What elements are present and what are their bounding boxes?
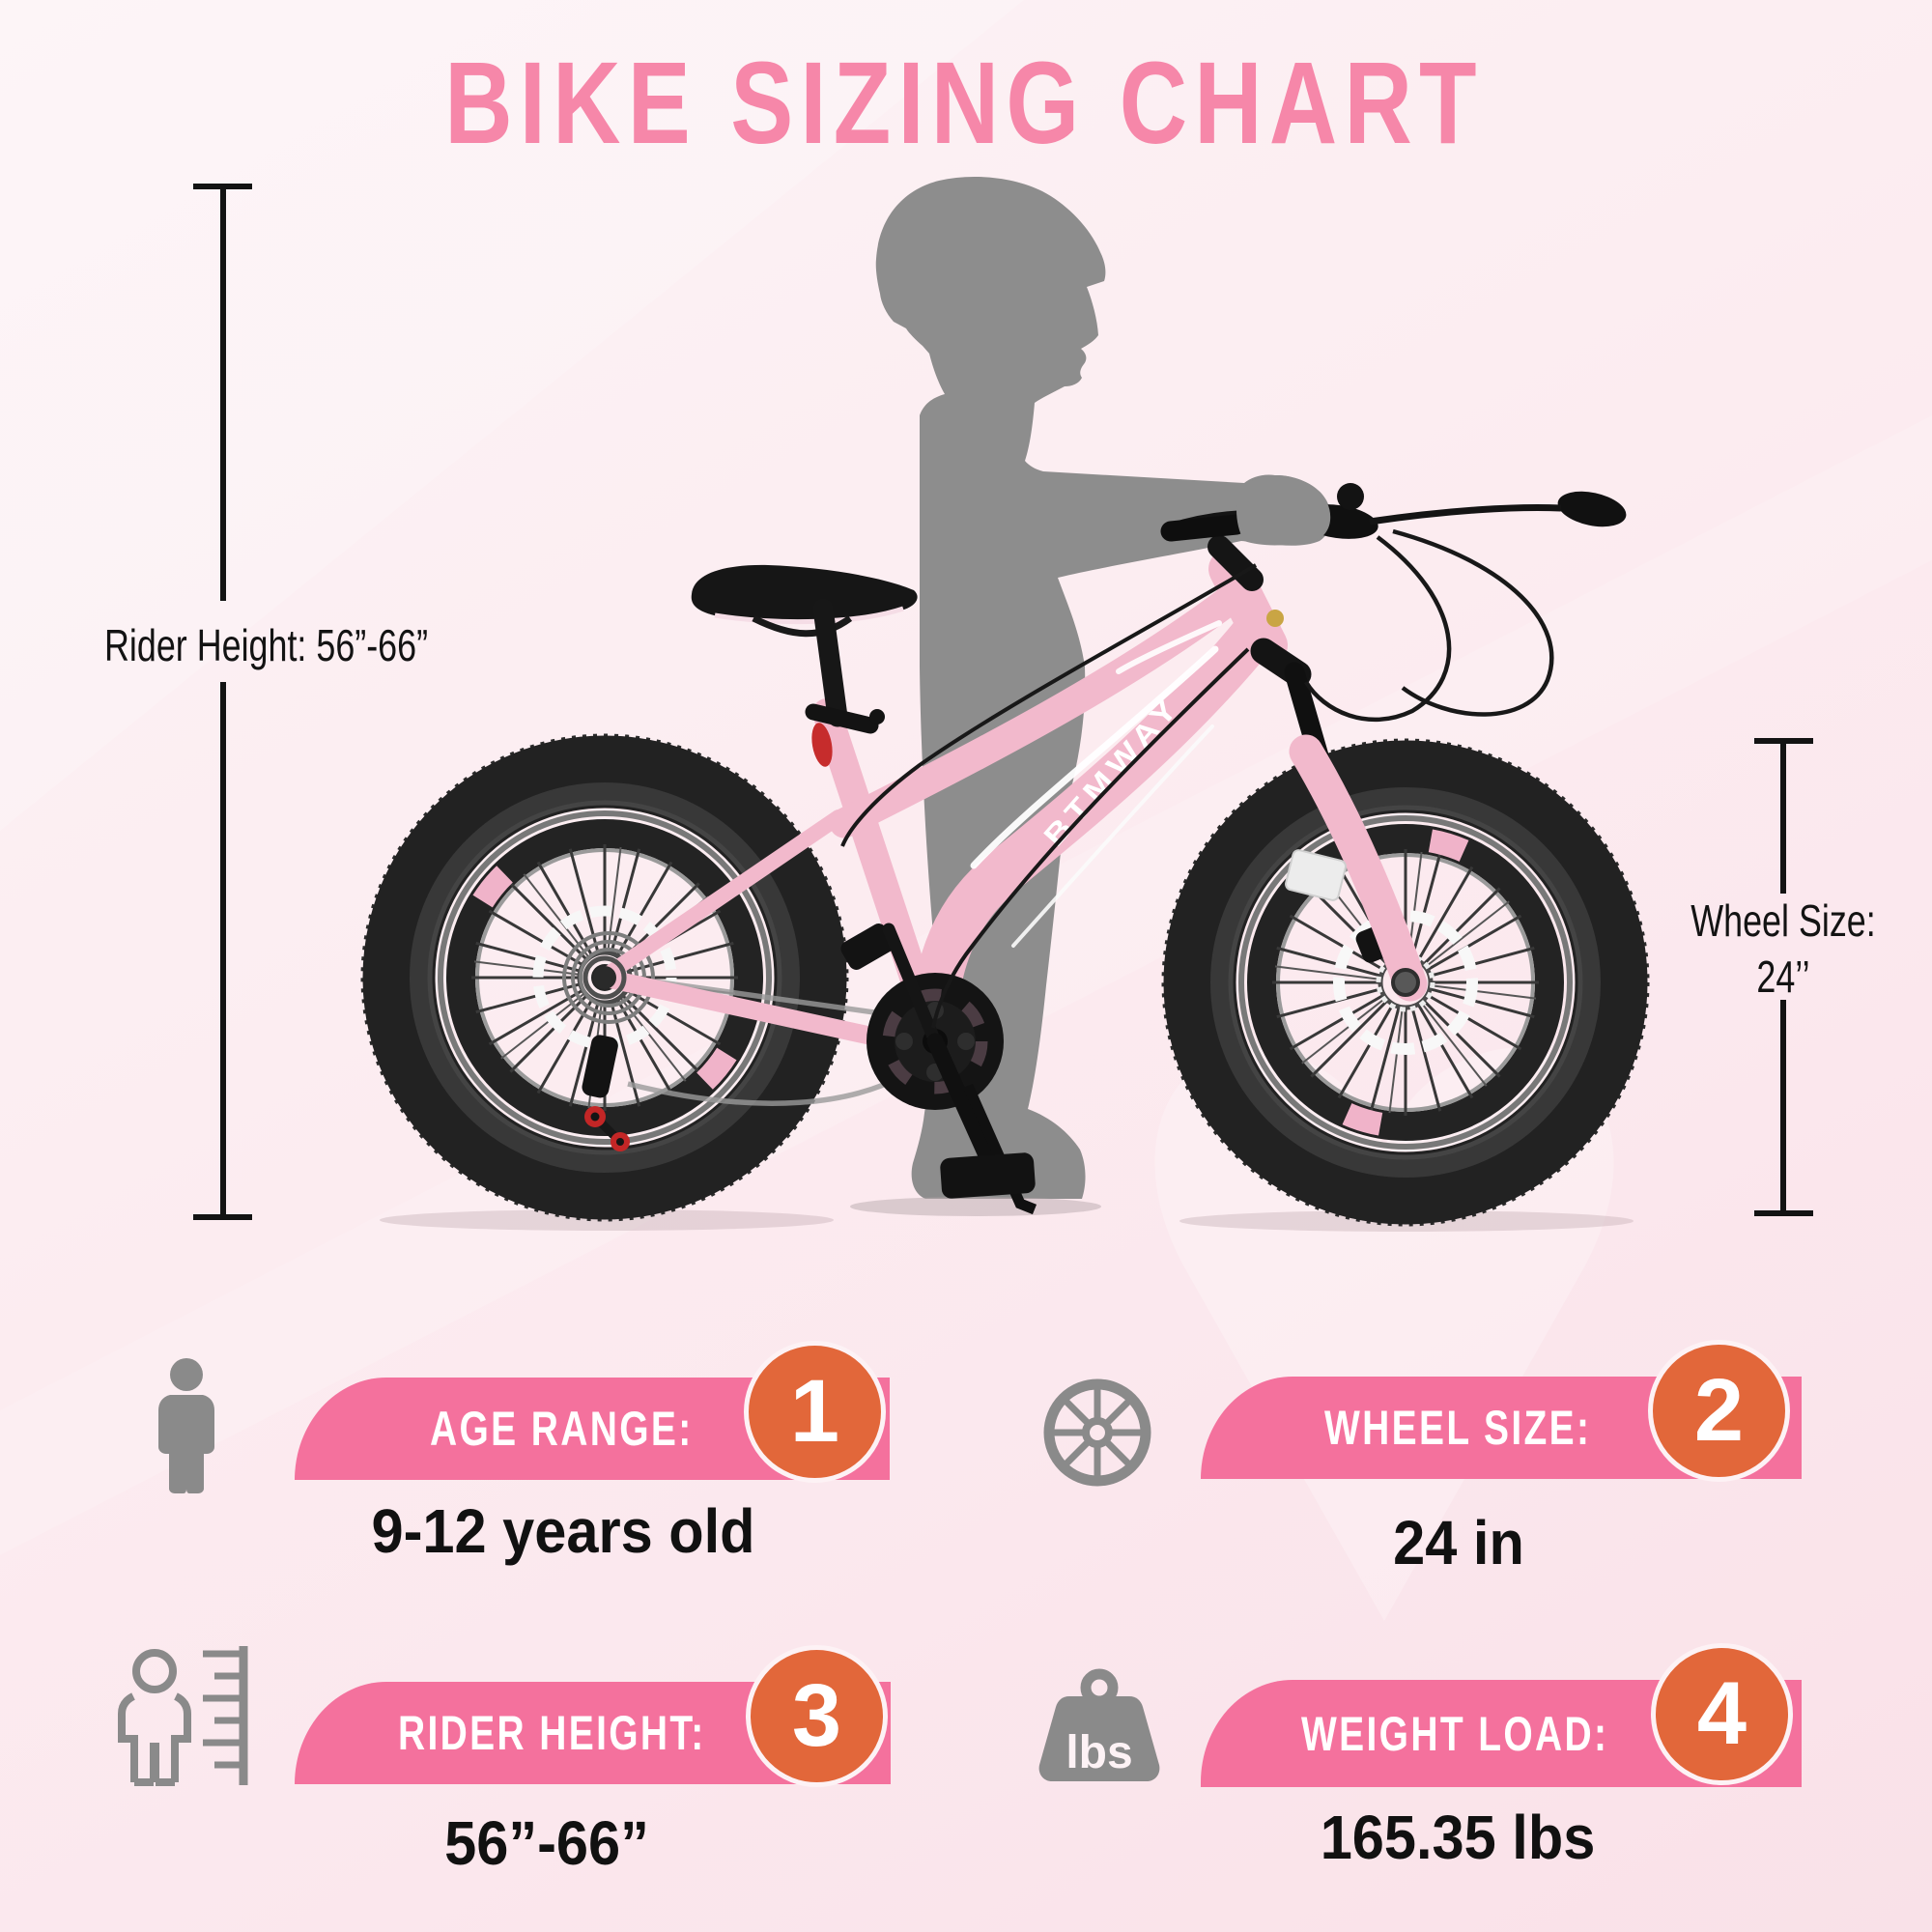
svg-text:lbs: lbs	[1065, 1727, 1132, 1778]
svg-text:BTMWAY: BTMWAY	[1038, 690, 1188, 853]
